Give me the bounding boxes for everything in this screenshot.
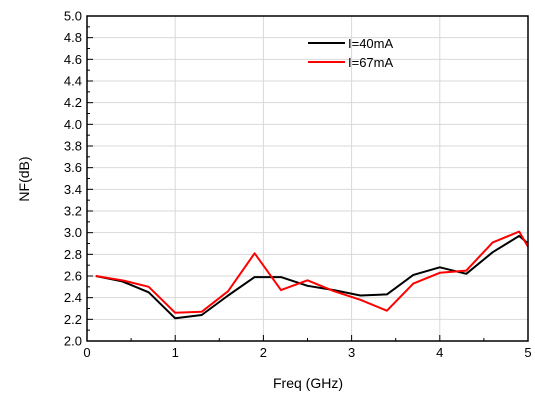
y-tick-label: 4.2 xyxy=(64,95,82,110)
y-tick-label: 2.4 xyxy=(64,290,82,305)
y-tick-label: 2.6 xyxy=(64,269,82,284)
y-tick-label: 2.2 xyxy=(64,312,82,327)
y-tick-label: 3.8 xyxy=(64,139,82,154)
y-tick-label: 4.0 xyxy=(64,117,82,132)
series-line-2 xyxy=(95,230,529,314)
x-axis-label: Freq (GHz) xyxy=(273,375,343,391)
axis-ticks xyxy=(86,15,529,342)
y-tick-label: 3.4 xyxy=(64,182,82,197)
x-tick-labels: 0 1 2 3 4 5 xyxy=(83,345,531,360)
y-tick-label: 5.0 xyxy=(64,9,82,24)
x-tick-label: 1 xyxy=(172,345,179,360)
legend-label-2: I=67mA xyxy=(348,55,393,70)
x-tick-label: 0 xyxy=(83,345,90,360)
y-tick-label: 4.6 xyxy=(64,52,82,67)
x-tick-label: 4 xyxy=(436,345,443,360)
y-axis-label: NF(dB) xyxy=(16,156,32,201)
y-tick-label: 3.2 xyxy=(64,204,82,219)
series-layer xyxy=(95,230,529,320)
x-tick-label: 2 xyxy=(260,345,267,360)
y-tick-label: 3.6 xyxy=(64,160,82,175)
y-tick-label: 2.8 xyxy=(64,247,82,262)
x-tick-label: 3 xyxy=(348,345,355,360)
legend-label-1: I=40mA xyxy=(348,36,393,51)
y-tick-labels: 2.0 2.2 2.4 2.6 2.8 3.0 3.2 3.4 3.6 3.8 4.0 4.2 4.4 4… xyxy=(64,9,82,349)
series-line-1 xyxy=(95,234,529,320)
legend: I=40mA I=67mA xyxy=(308,36,393,70)
y-tick-label: 4.4 xyxy=(64,74,82,89)
y-tick-label: 4.8 xyxy=(64,30,82,45)
y-tick-label: 2.0 xyxy=(64,334,82,349)
x-tick-label: 5 xyxy=(524,345,531,360)
y-tick-label: 3.0 xyxy=(64,225,82,240)
